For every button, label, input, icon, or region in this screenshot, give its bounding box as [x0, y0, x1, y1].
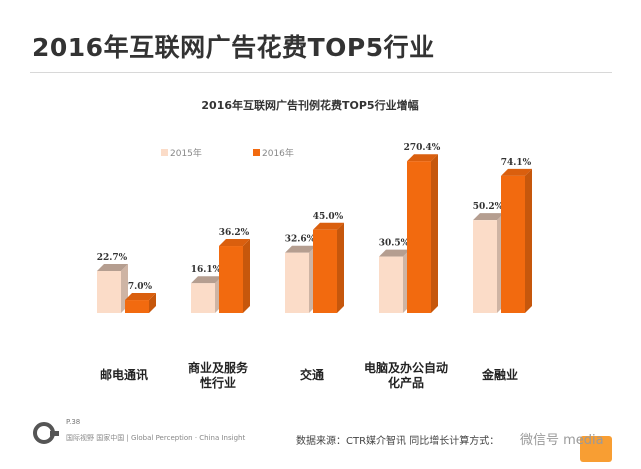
title-divider — [30, 72, 612, 73]
bar-2016-side — [525, 168, 532, 313]
data-label: 32.6% — [285, 235, 316, 245]
watermark-text: 微信号 media — [520, 433, 604, 448]
category-label: 邮电通讯 — [100, 367, 148, 382]
page-number: P.38 — [66, 418, 81, 426]
bar-2016: 7.0% — [125, 282, 156, 313]
data-label: 30.5% — [379, 239, 410, 249]
bar-2015-front — [97, 271, 121, 313]
legend-swatch-2016 — [253, 149, 260, 156]
company-logo-icon — [33, 422, 59, 444]
category-label: 化产品 — [388, 375, 424, 390]
bar-2015: 22.7% — [97, 253, 128, 313]
bar-2016-side — [243, 239, 250, 313]
category-label: 交通 — [300, 367, 324, 382]
bar-2015-top — [473, 213, 504, 221]
bar-2016-side — [431, 154, 438, 313]
bar-2015-top — [191, 276, 222, 284]
page-title: 2016年互联网广告花费TOP5行业 — [32, 33, 435, 62]
bar-2015: 16.1% — [191, 265, 222, 313]
data-label: 36.2% — [219, 228, 250, 238]
bar-2015-front — [379, 256, 403, 313]
bar-2016-side — [337, 222, 344, 313]
data-source: 数据来源：CTR媒介智讯 同比增长计算方式： — [296, 436, 500, 447]
bar-2015-top — [97, 264, 128, 272]
category-label: 商业及服务 — [188, 360, 249, 375]
bar-2015: 50.2% — [473, 202, 504, 313]
bar-2016: 74.1% — [501, 158, 532, 313]
bar-2015-top — [379, 249, 410, 257]
brand-square-icon — [580, 436, 612, 462]
wechat-watermark: 微信号 media — [520, 433, 612, 462]
category-label: 电脑及办公自动 — [364, 360, 448, 375]
bar-2015-front — [473, 220, 497, 313]
data-label: 270.4% — [404, 143, 441, 153]
bar-2016-top — [125, 293, 156, 301]
data-label: 22.7% — [97, 253, 128, 263]
bar-2016-front — [407, 161, 431, 313]
bar-2015: 30.5% — [379, 239, 410, 313]
data-label: 50.2% — [473, 202, 504, 212]
bar-2016-side — [149, 293, 156, 313]
footer-organization: 国际视野 国家中国 | Global Perception · China In… — [66, 434, 246, 442]
bar-2016: 270.4% — [404, 143, 441, 313]
bar-2016: 45.0% — [313, 212, 344, 313]
data-label: 16.1% — [191, 265, 222, 275]
bar-2016-front — [219, 246, 243, 313]
category-label: 性行业 — [199, 375, 236, 390]
legend-label-2015: 2015年 — [170, 147, 202, 159]
legend-swatch-2015 — [161, 149, 168, 156]
data-label: 74.1% — [501, 158, 532, 168]
data-label: 45.0% — [313, 212, 344, 222]
bar-2015-top — [285, 245, 316, 253]
bar-2016-top — [313, 222, 344, 230]
category-label: 金融业 — [481, 367, 518, 382]
bar-2015-front — [191, 283, 215, 313]
chart-title: 2016年互联网广告刊例花费TOP5行业增幅 — [201, 98, 418, 112]
bar-2016-front — [313, 229, 337, 313]
bar-2015-front — [285, 252, 309, 313]
bar-2015: 32.6% — [285, 235, 316, 313]
chart-legend: 2015年 2016年 — [161, 147, 294, 159]
bar-2016-front — [125, 300, 149, 313]
bar-2016-top — [501, 168, 532, 176]
bar-2016: 36.2% — [219, 228, 250, 313]
bar-2016-top — [219, 239, 250, 247]
data-label: 7.0% — [128, 282, 153, 292]
bar-2016-top — [407, 154, 438, 162]
legend-label-2016: 2016年 — [262, 147, 294, 159]
bar-2016-front — [501, 175, 525, 313]
bars-group: 22.7% 7.0% 16.1% 36.2% 32.6% 45.0% 30.5% 270.4%… — [97, 143, 532, 313]
